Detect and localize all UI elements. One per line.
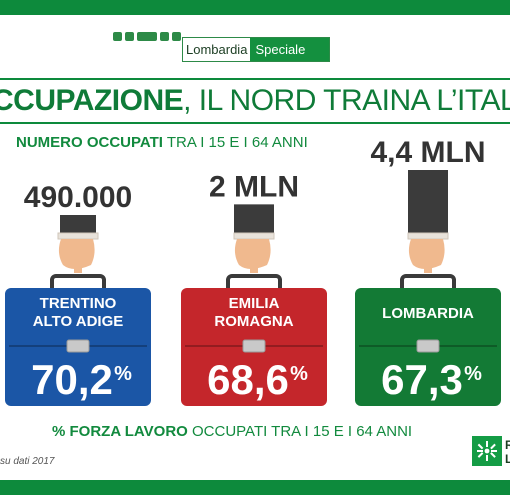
percent-label: 67,3 bbox=[381, 356, 463, 403]
category-label: ROMAGNA bbox=[214, 313, 293, 330]
percent-label: 68,6 bbox=[207, 356, 289, 403]
brand-right: Speciale bbox=[250, 38, 329, 61]
percent-unit: % bbox=[464, 363, 482, 385]
title-rule-bottom bbox=[0, 122, 510, 124]
percent-label: 70,2 bbox=[31, 356, 113, 403]
social-icons bbox=[113, 31, 181, 41]
category-label: EMILIA bbox=[229, 295, 280, 312]
subtitle-strong: NUMERO OCCUPATI bbox=[16, 134, 163, 151]
briefcase-handle bbox=[50, 274, 106, 288]
top-band bbox=[0, 0, 510, 15]
count-bar bbox=[234, 204, 274, 233]
title-rule-top bbox=[0, 78, 510, 80]
headline: CCUPAZIONE, IL NORD TRAINA L’ITALI bbox=[0, 84, 510, 118]
briefcase-clasp bbox=[416, 339, 440, 353]
twitter-icon[interactable] bbox=[125, 31, 134, 41]
logo-line1: R bbox=[505, 438, 510, 452]
briefcase-clasp bbox=[66, 339, 90, 353]
footer-strong: % FORZA LAVORO bbox=[52, 423, 188, 440]
count-bar bbox=[408, 170, 448, 233]
cuff bbox=[407, 232, 449, 240]
headline-rest: , IL NORD TRAINA L’ITALI bbox=[183, 84, 510, 117]
count-label: 4,4 MLN bbox=[370, 140, 485, 169]
source-note: su dati 2017 bbox=[0, 456, 55, 467]
brand-logo: Lombardia Speciale bbox=[182, 37, 330, 62]
category-label: LOMBARDIA bbox=[382, 305, 474, 322]
cuff bbox=[233, 232, 275, 240]
category-label: ALTO ADIGE bbox=[33, 313, 124, 330]
footer-title: % FORZA LAVORO OCCUPATI TRA I 15 E I 64 … bbox=[52, 423, 412, 440]
count-label: 2 MLN bbox=[209, 170, 299, 203]
percent-unit: % bbox=[290, 363, 308, 385]
count-label: 490.000 bbox=[24, 181, 132, 214]
subtitle-rest: TRA I 15 E I 64 ANNI bbox=[162, 134, 308, 151]
hand-grip bbox=[74, 259, 82, 273]
hand bbox=[234, 239, 271, 269]
headline-strong: CCUPAZIONE bbox=[0, 84, 184, 117]
youtube-icon[interactable] bbox=[137, 31, 157, 41]
logo-text: R L bbox=[505, 438, 510, 466]
instagram-icon[interactable] bbox=[160, 31, 169, 41]
hand-grip bbox=[424, 259, 432, 273]
region-logo-icon bbox=[472, 436, 502, 466]
cuff bbox=[57, 232, 99, 240]
briefcase-handle bbox=[226, 274, 282, 288]
chart-subtitle: NUMERO OCCUPATI TRA I 15 E I 64 ANNI bbox=[16, 134, 308, 151]
count-bar bbox=[60, 215, 96, 233]
hand-grip bbox=[250, 259, 258, 273]
brand-left: Lombardia bbox=[186, 42, 248, 57]
footer-rest: OCCUPATI TRA I 15 E I 64 ANNI bbox=[187, 423, 413, 440]
category-label: TRENTINO bbox=[40, 295, 117, 312]
flickr-icon[interactable] bbox=[172, 31, 181, 41]
logo-line2: L bbox=[505, 452, 510, 466]
briefcase-clasp bbox=[242, 339, 266, 353]
hand bbox=[408, 239, 445, 269]
facebook-icon[interactable] bbox=[113, 31, 122, 41]
briefcase-handle bbox=[400, 274, 456, 288]
hand bbox=[58, 239, 95, 269]
percent-unit: % bbox=[114, 363, 132, 385]
bottom-band bbox=[0, 480, 510, 495]
